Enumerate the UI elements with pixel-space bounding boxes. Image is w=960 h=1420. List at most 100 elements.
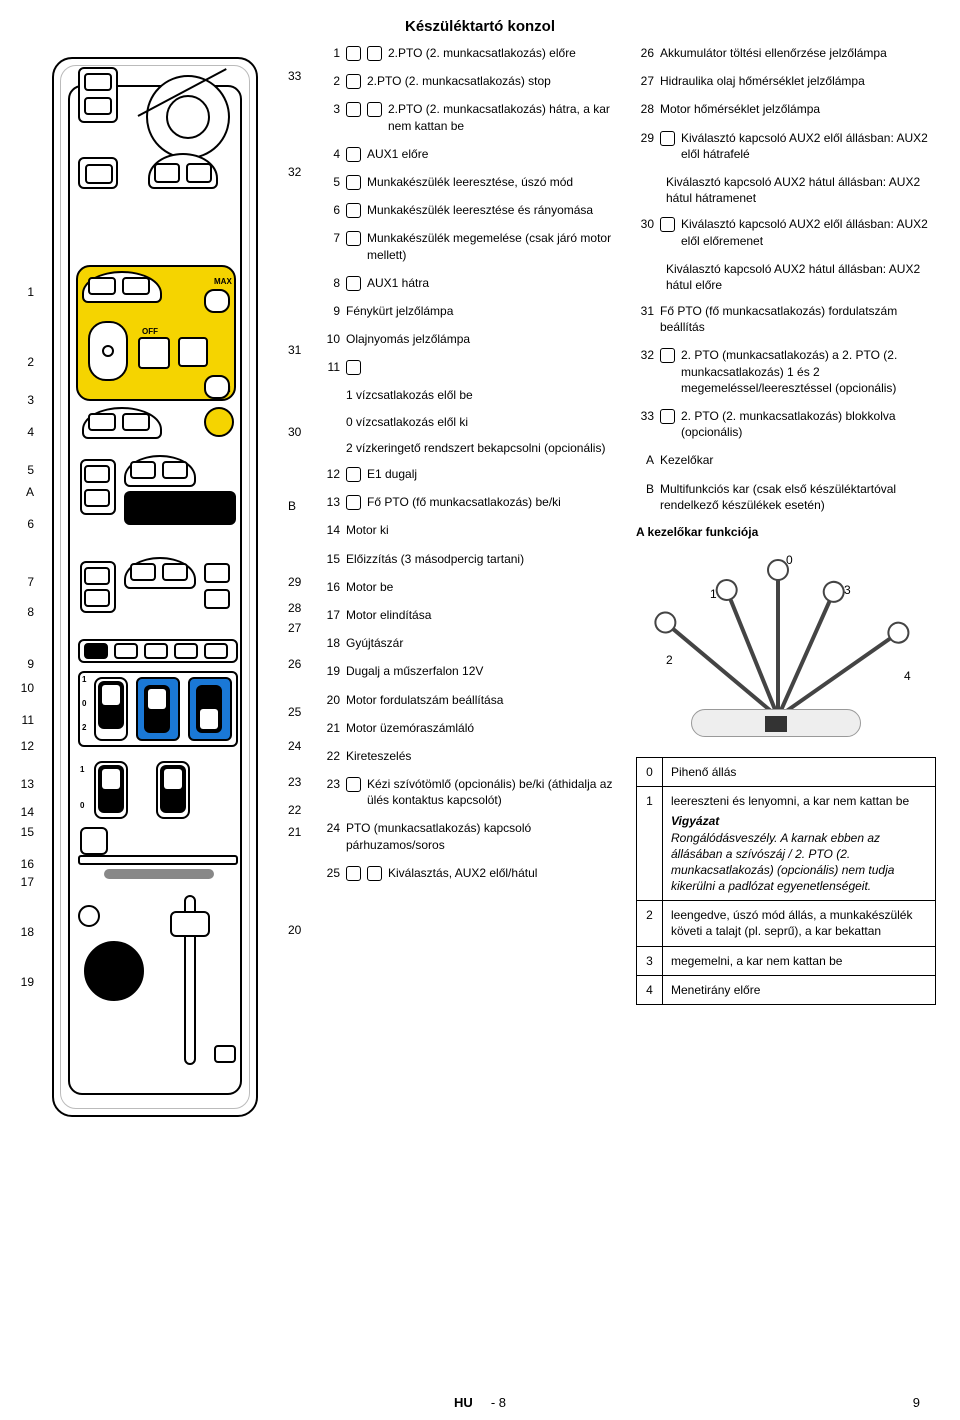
list-item: 21 Motor üzemóraszámláló <box>322 720 622 736</box>
item-text: 2. PTO (2. munkacsatlakozás) blokkolva (… <box>681 408 936 440</box>
cell-text: megemelni, a kar nem kattan be <box>663 946 936 975</box>
cell-num: 4 <box>637 975 663 1004</box>
oval-dot <box>102 345 114 357</box>
lcd-5 <box>204 643 228 659</box>
item-number: 12 <box>322 466 340 482</box>
table-row: 1leereszteni és lenyomni, a kar nem katt… <box>637 787 936 901</box>
sub-11-2: 0 vízcsatlakozás elől ki <box>346 414 622 430</box>
row7-cap-b <box>162 563 188 581</box>
list-item: 30Kiválasztó kapcsoló AUX2 elől állásban… <box>636 216 936 248</box>
inline-icon <box>660 217 675 232</box>
box-32-icon-b <box>186 163 212 183</box>
top-icon <box>84 73 112 91</box>
lf-0: 0 <box>786 553 793 567</box>
box-32-icon-a <box>154 163 180 183</box>
list-item: 15Előizzítás (3 másodpercig tartani) <box>322 551 622 567</box>
left-callout: 9 <box>20 657 34 671</box>
cell-num: 0 <box>637 757 663 786</box>
item-text: Munkakészülék megemelése (csak járó moto… <box>367 230 622 262</box>
rotary-arm <box>138 115 139 116</box>
inline-icon <box>346 203 361 218</box>
item-number: 23 <box>322 776 340 808</box>
item-text: Dugalj a műszerfalon 12V <box>346 663 622 679</box>
item-number: 13 <box>322 494 340 510</box>
right-callout: 29 <box>288 575 306 589</box>
inline-icon <box>346 102 361 117</box>
inline-icon <box>367 102 382 117</box>
item-number: 5 <box>322 174 340 190</box>
right-callout: 26 <box>288 657 306 671</box>
list-item: 6Munkakészülék leeresztése és rányomása <box>322 202 622 218</box>
list-item: 9Fénykürt jelzőlámpa <box>322 303 622 319</box>
item-text: Kezelőkar <box>660 452 936 468</box>
item-text: 2. PTO (munkacsatlakozás) a 2. PTO (2. m… <box>681 347 936 396</box>
left-callout: 17 <box>20 875 34 889</box>
item-number: B <box>636 481 654 513</box>
item-text: Kiválasztó kapcsoló AUX2 elől állásban: … <box>681 130 936 162</box>
cell-text: Pihenő állás <box>663 757 936 786</box>
list-item: 22Kireteszelés <box>322 748 622 764</box>
list-item: 10Olajnyomás jelzőlámpa <box>322 331 622 347</box>
item-number: 16 <box>322 579 340 595</box>
footer-lang: HU <box>454 1395 473 1410</box>
list-item: 29 Kiválasztó kapcsoló AUX2 elől állásban… <box>636 130 936 162</box>
lcd-3 <box>144 643 168 659</box>
lf-1: 1 <box>710 587 717 601</box>
right-callout: 20 <box>288 923 306 937</box>
item-number: 21 <box>322 720 340 736</box>
item-text: Motor üzemóraszámláló <box>346 720 622 736</box>
item-number: 32 <box>636 347 654 396</box>
item-number: 11 <box>322 359 340 375</box>
right-callout: 22 <box>288 803 306 817</box>
lcd-1 <box>84 643 108 659</box>
item-text: 2.PTO (2. munkacsatlakozás) előre <box>388 45 622 61</box>
list-item: 31Fő PTO (fő munkacsatlakozás) fordulats… <box>636 303 936 335</box>
row29-icon <box>204 563 230 583</box>
table-row: 2leengedve, úszó mód állás, a munkakészü… <box>637 901 936 946</box>
page-title: Készüléktartó konzol <box>18 18 942 35</box>
item-number: 15 <box>322 551 340 567</box>
row4-icon-b <box>122 413 150 431</box>
lcd-4 <box>174 643 198 659</box>
inline-icon <box>346 467 361 482</box>
item-number: 29 <box>636 130 654 162</box>
list-item: 19Dugalj a műszerfalon 12V <box>322 663 622 679</box>
off-label: OFF <box>142 327 158 336</box>
lever-heading: A kezelőkar funkciója <box>636 525 936 539</box>
item-number: 27 <box>636 73 654 89</box>
row5-icon <box>84 465 110 483</box>
off-box <box>138 337 170 369</box>
inline-icon <box>346 147 361 162</box>
item-number: 26 <box>636 45 654 61</box>
list-item: 11 <box>322 359 622 375</box>
inline-icon <box>660 131 675 146</box>
sub-11-1: 1 vízcsatlakozás elől be <box>346 387 622 403</box>
left-callout: 14 <box>20 805 34 819</box>
list-item: 14Motor ki <box>322 522 622 538</box>
middle-column: 12.PTO (2. munkacsatlakozás) előre22.PTO… <box>322 45 622 1125</box>
list-item: 16Motor be <box>322 579 622 595</box>
item-number: 25 <box>322 865 340 881</box>
rocker-4 <box>98 765 124 813</box>
min-indicator <box>204 375 230 399</box>
table-row: 4Menetirány előre <box>637 975 936 1004</box>
row7-cap-a <box>130 563 156 581</box>
yellow-right-icon <box>178 337 208 367</box>
right-callout: 27 <box>288 621 306 635</box>
left-callout: 13 <box>20 777 34 791</box>
item-number: 18 <box>322 635 340 651</box>
right-callout: 33 <box>288 69 306 83</box>
row6-icon <box>84 489 110 507</box>
right-column: 26Akkumulátor töltési ellenőrzése jelzől… <box>636 45 936 1125</box>
item-text: Kireteszelés <box>346 748 622 764</box>
item-text: Motor fordulatszám beállítása <box>346 692 622 708</box>
table-row: 0Pihenő állás <box>637 757 936 786</box>
left-callout: A <box>20 485 34 499</box>
right-sub-1: Kiválasztó kapcsoló AUX2 hátul állásban:… <box>660 174 936 206</box>
item-text: Fénykürt jelzőlámpa <box>346 303 622 319</box>
item-number: 1 <box>322 45 340 61</box>
item-text: 2.PTO (2. munkacsatlakozás) stop <box>367 73 622 89</box>
list-item: AKezelőkar <box>636 452 936 468</box>
left-callout: 4 <box>20 425 34 439</box>
rocker-3 <box>196 685 222 733</box>
